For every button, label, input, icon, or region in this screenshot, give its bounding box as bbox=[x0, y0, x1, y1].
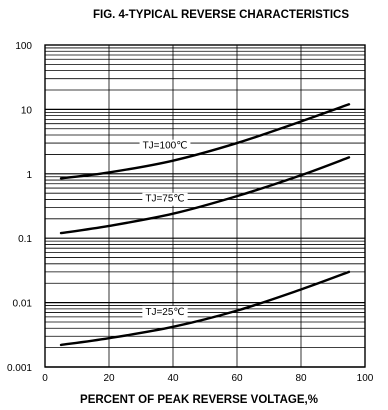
plot-frame bbox=[44, 44, 366, 368]
y-tick-label: 10 bbox=[21, 105, 33, 116]
series-line-1 bbox=[59, 156, 351, 235]
y-tick-label: 0.1 bbox=[18, 234, 32, 245]
series-label-background bbox=[142, 192, 188, 206]
y-tick-label: 100 bbox=[15, 41, 32, 52]
x-tick-labels: 0 20 40 60 80 100 bbox=[42, 373, 374, 384]
series-label-1: TJ=75℃ bbox=[145, 194, 184, 205]
chart-title: FIG. 4-TYPICAL REVERSE CHARACTERISTICS bbox=[93, 9, 349, 21]
y-tick-label: 1 bbox=[26, 170, 32, 181]
x-axis-label: PERCENT OF PEAK REVERSE VOLTAGE,% bbox=[80, 394, 318, 406]
x-tick-label: 40 bbox=[167, 373, 179, 384]
y-tick-labels: 0.001 0.01 0.1 1 10 100 bbox=[7, 41, 32, 374]
series-label-2: TJ=25℃ bbox=[145, 307, 184, 318]
x-tick-label: 20 bbox=[103, 373, 115, 384]
x-tick-label: 80 bbox=[295, 373, 307, 384]
series-label-background bbox=[139, 139, 191, 153]
grid-lines bbox=[44, 45, 366, 368]
series-labels: TJ=100℃ TJ=75℃ TJ=25℃ bbox=[139, 139, 191, 319]
x-tick-label: 60 bbox=[231, 373, 243, 384]
x-tick-label: 0 bbox=[42, 373, 48, 384]
series-line-2 bbox=[59, 270, 351, 347]
series-label-0: TJ=100℃ bbox=[143, 141, 188, 152]
y-tick-label: 0.001 bbox=[7, 363, 32, 374]
series-label-background bbox=[142, 305, 188, 319]
y-tick-label: 0.01 bbox=[13, 299, 33, 310]
x-tick-label: 100 bbox=[357, 373, 374, 384]
series-line-0 bbox=[59, 103, 351, 180]
series-layer bbox=[59, 103, 351, 347]
